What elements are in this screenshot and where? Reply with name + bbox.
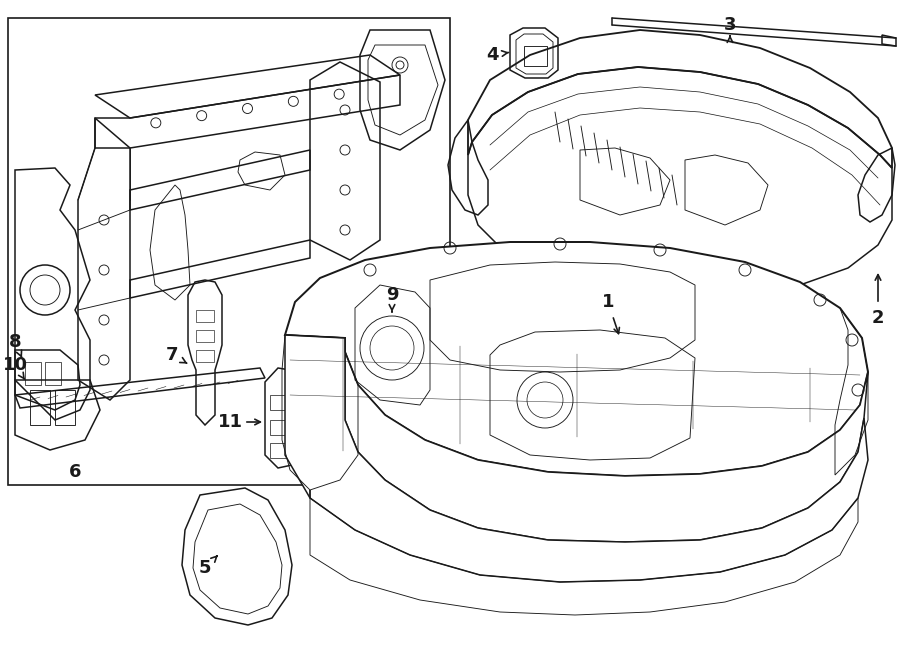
Text: 7: 7 <box>166 346 178 364</box>
Text: 4: 4 <box>486 46 499 64</box>
Polygon shape <box>285 335 868 542</box>
Text: 1: 1 <box>602 293 614 311</box>
Text: 11: 11 <box>218 413 242 431</box>
Polygon shape <box>285 242 868 476</box>
Text: 10: 10 <box>3 356 28 374</box>
Polygon shape <box>285 335 868 582</box>
Text: 9: 9 <box>386 286 399 304</box>
Text: 6: 6 <box>68 463 81 481</box>
Text: 5: 5 <box>199 559 212 577</box>
Text: 3: 3 <box>724 16 736 34</box>
Text: 2: 2 <box>872 309 884 327</box>
Text: 8: 8 <box>9 333 22 351</box>
Polygon shape <box>8 18 450 485</box>
